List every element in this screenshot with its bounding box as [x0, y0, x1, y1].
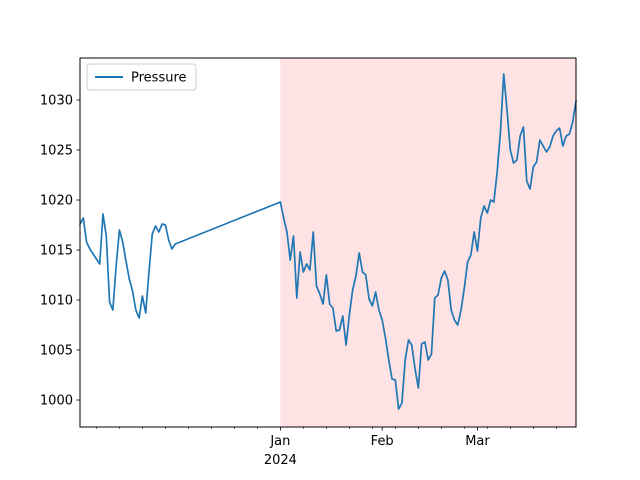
plot-area	[78, 57, 577, 428]
legend-frame	[86, 63, 197, 91]
y-tick-label: 1010	[40, 294, 73, 309]
y-tick-label: 1000	[40, 394, 73, 409]
y-tick-label: 1005	[40, 344, 73, 359]
x-tick-label: Feb	[371, 434, 394, 449]
x-tick-sublabel: 2024	[264, 453, 297, 468]
x-axis: Jan 2024 Feb Mar	[96, 427, 557, 468]
legend-label-pressure: Pressure	[131, 71, 187, 86]
shaded-region	[280, 58, 576, 427]
y-axis: 1000 1005 1010 1015 1020 1025 1030	[40, 94, 80, 409]
x-tick-label: Jan	[269, 434, 290, 449]
y-tick-label: 1030	[40, 94, 73, 109]
series-line-pressure	[78, 73, 577, 410]
x-tick-label: Mar	[465, 434, 490, 449]
legend: Pressure	[86, 63, 197, 91]
axes-frame	[79, 57, 577, 428]
y-tick-label: 1020	[40, 194, 73, 209]
y-tick-label: 1025	[40, 144, 73, 159]
y-tick-label: 1015	[40, 244, 73, 259]
